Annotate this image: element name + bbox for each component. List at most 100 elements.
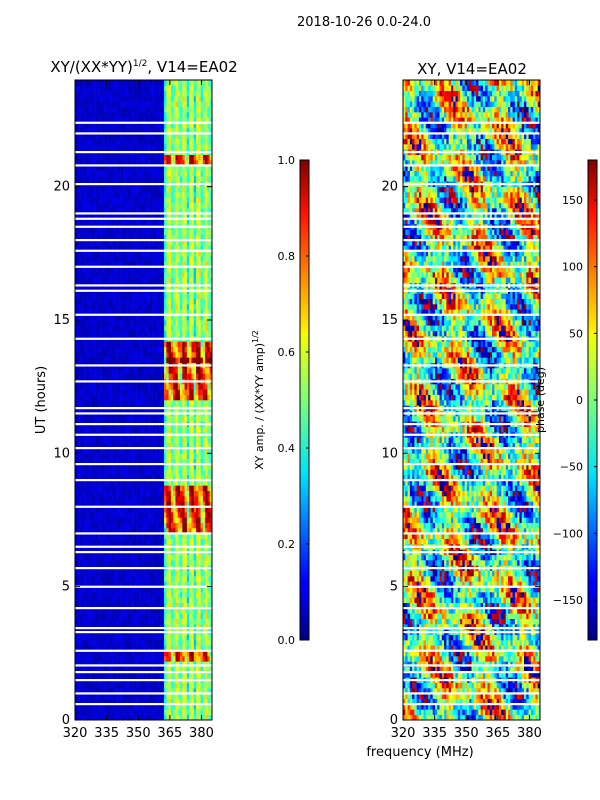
amp-cell — [134, 592, 137, 598]
amp-cell — [209, 650, 213, 657]
amp-cell — [127, 458, 131, 465]
amp-cell — [116, 608, 119, 614]
amp-cell — [154, 304, 158, 310]
amp-cell — [136, 389, 140, 395]
amp-cell — [122, 688, 126, 694]
amp-cell — [143, 309, 147, 315]
amp-cell — [136, 656, 140, 662]
amp-cell — [182, 501, 185, 507]
amp-cell — [109, 400, 112, 406]
amp-cell — [159, 602, 163, 609]
amp-cell — [168, 325, 172, 331]
amp-cell — [161, 517, 165, 523]
amp-cell — [177, 586, 181, 593]
amp-cell — [143, 688, 147, 694]
amp-cell — [141, 554, 144, 561]
amp-cell — [116, 650, 119, 657]
amp-cell — [81, 506, 85, 513]
amp-cell — [95, 357, 99, 363]
amp-cell — [161, 357, 165, 363]
amp-cell — [205, 698, 208, 705]
amp-cell — [109, 341, 112, 347]
amp-cell — [120, 640, 124, 646]
amp-cell — [116, 341, 119, 347]
amp-cell — [164, 560, 167, 566]
amp-cell — [141, 570, 144, 577]
amp-cell — [109, 570, 112, 577]
amp-cell — [200, 352, 204, 358]
amp-cell — [116, 688, 119, 694]
amp-cell — [125, 389, 128, 395]
amp-cell — [186, 693, 190, 699]
amp-cell — [166, 469, 169, 475]
amp-cell — [193, 560, 197, 566]
amp-cell — [143, 426, 147, 433]
amp-cell — [125, 645, 128, 651]
amp-cell — [164, 368, 167, 374]
amp-cell — [154, 490, 158, 497]
amp-cell — [125, 666, 128, 673]
amp-cell — [100, 384, 103, 390]
amp-cell — [166, 592, 169, 598]
amp-cell — [106, 501, 110, 507]
amp-cell — [122, 506, 126, 513]
amp-cell — [148, 714, 151, 721]
amp-cell — [95, 570, 99, 577]
amp-cell — [205, 352, 208, 358]
amp-cell — [75, 581, 78, 587]
amp-cell — [136, 682, 140, 689]
amp-cell — [102, 650, 105, 657]
amp-cell — [166, 320, 169, 326]
amp-cell — [111, 464, 115, 470]
amp-cell — [193, 656, 197, 662]
amp-cell — [127, 437, 131, 443]
amp-cell — [175, 560, 179, 566]
amp-cell — [127, 448, 131, 454]
amp-cell — [193, 597, 197, 603]
amp-cell — [90, 517, 94, 523]
amp-cell — [145, 512, 149, 518]
amp-cell — [175, 426, 179, 433]
amp-cell — [173, 698, 176, 705]
amp-cell — [125, 464, 128, 470]
amp-cell — [184, 698, 188, 705]
amp-cell — [84, 474, 87, 481]
amp-cell — [159, 325, 163, 331]
amp-cell — [129, 634, 133, 641]
amp-cell — [166, 384, 169, 390]
amp-cell — [180, 416, 183, 422]
amp-cell — [148, 373, 151, 379]
amp-cell — [198, 426, 201, 433]
amp-cell — [175, 384, 179, 390]
amp-cell — [120, 666, 124, 673]
amp-cell — [134, 522, 137, 529]
amp-cell — [159, 560, 163, 566]
amp-cell — [209, 346, 213, 353]
amp-cell — [168, 613, 172, 619]
amp-cell — [207, 314, 211, 321]
amp-cell — [143, 496, 147, 502]
amp-cell — [132, 496, 135, 502]
amp-cell — [168, 618, 172, 625]
amp-cell — [170, 592, 174, 598]
amp-cell — [84, 373, 87, 379]
amp-cell — [132, 581, 135, 587]
amp-cell — [136, 709, 140, 715]
amp-cell — [166, 608, 169, 614]
amp-cell — [81, 704, 85, 710]
amp-cell — [97, 576, 101, 582]
amp-cell — [196, 688, 199, 694]
amp-cell — [145, 341, 149, 347]
amp-cell — [95, 698, 99, 705]
amp-cell — [100, 533, 103, 539]
amp-cell — [84, 528, 87, 534]
amp-cell — [166, 426, 169, 433]
amp-cell — [138, 490, 142, 497]
amp-cell — [173, 624, 176, 630]
amp-cell — [84, 512, 87, 518]
amp-cell — [184, 485, 188, 491]
amp-cell — [170, 581, 174, 587]
amp-cell — [189, 437, 192, 443]
amp-cell — [77, 682, 80, 689]
amp-cell — [132, 426, 135, 433]
